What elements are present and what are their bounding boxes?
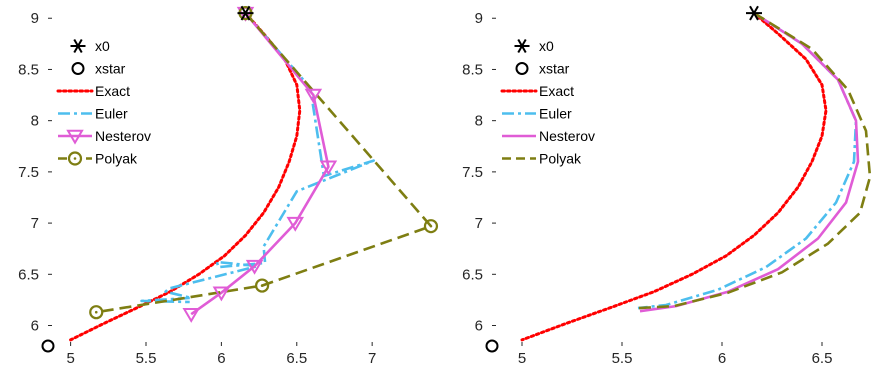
legend-label: x0 [539,38,554,54]
xstar-marker [485,339,499,353]
legend: x0 xstar Exact Euler Nesterov Polyak [56,38,151,167]
legend-label: Polyak [95,151,138,167]
x-tick-label: 5.5 [136,350,157,367]
series-line-nesterov [190,12,330,316]
nesterov-point [182,307,200,323]
x-tick-label: 6.5 [812,350,833,367]
series-group [520,11,872,342]
legend: x0 xstar Exact Euler Nesterov Polyak [500,38,595,167]
xstar-marker [41,339,55,353]
legend-x0-icon-stroke-2 [73,39,83,53]
nesterov-point [245,259,264,275]
y-tick-label: 6 [475,318,483,335]
x-tick-label: 6 [718,350,726,367]
y-tick-label: 8 [475,113,483,130]
legend-label: Polyak [539,151,582,167]
series-line-exact [520,11,828,342]
y-tick-label: 7 [475,215,483,232]
legend-label: Euler [95,106,128,122]
y-tick-label: 7.5 [18,164,39,181]
polyak-point [423,219,439,234]
legend-label: Exact [95,83,130,99]
polyak-point-dot [429,224,433,228]
y-tick-label: 9 [31,10,39,27]
x-tick-label: 5.5 [612,350,633,367]
legend-label: xstar [95,61,126,77]
nesterov-point [304,88,323,104]
polyak-point-dot [260,284,264,287]
nesterov-point [286,216,305,232]
x-tick-label: 5 [518,350,526,367]
chart-panel-2: 6 6.5 7 7.5 8 8.5 9 5 5.5 6 6.5 x0 xstar Exact Euler Ne… [462,5,872,367]
x-tick-label: 7 [368,350,376,367]
legend-polyak-marker-dot [73,157,77,160]
legend-label: xstar [539,61,570,77]
x0-marker-stroke-2 [240,5,251,21]
series-line-nesterov [639,12,860,313]
legend-xstar-icon [515,62,529,75]
series-line-euler [637,12,858,310]
chart-panel-1: 6 6.5 7 7.5 8 8.5 9 5 5.5 6 6.5 7 x0 xstar Exact Euler N… [18,5,439,367]
y-tick-label: 8.5 [18,61,39,78]
x0-marker-stroke-2 [749,5,759,21]
legend-label: Nesterov [95,128,151,144]
legend-label: Euler [539,106,572,122]
y-tick-label: 8 [31,113,39,130]
legend-label: Nesterov [539,128,595,144]
y-tick-label: 6.5 [18,266,39,283]
legend-x0-icon-stroke-2 [517,39,527,53]
series-line-exact [69,11,302,342]
series-line-polyak [95,12,433,314]
nesterov-point [319,160,338,176]
y-tick-label: 7 [31,215,39,232]
polyak-point-dot [94,310,98,314]
y-tick-label: 7.5 [462,164,483,181]
legend-label: Exact [539,83,574,99]
x-tick-label: 6.5 [286,350,307,367]
nesterov-point [212,286,231,302]
series-group [69,11,433,342]
y-tick-label: 9 [475,10,483,27]
x-tick-label: 6 [217,350,225,367]
legend-nesterov-marker [66,129,84,145]
x-tick-label: 5 [66,350,74,367]
polyak-point [89,305,104,320]
y-tick-label: 8.5 [462,61,483,78]
legend-label: x0 [95,38,110,54]
y-tick-label: 6 [31,318,39,335]
y-tick-label: 6.5 [462,266,483,283]
polyak-point [254,278,270,293]
series-line-polyak [637,11,872,310]
legend-xstar-icon [71,62,85,75]
